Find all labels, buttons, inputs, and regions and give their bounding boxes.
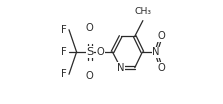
- Text: S: S: [86, 47, 93, 57]
- Text: N: N: [152, 47, 160, 57]
- Text: O: O: [86, 71, 94, 81]
- Text: O: O: [86, 23, 94, 33]
- Text: O: O: [157, 63, 165, 73]
- Text: F: F: [61, 25, 66, 35]
- Text: F: F: [61, 47, 66, 57]
- Text: F: F: [61, 69, 66, 79]
- Text: CH₃: CH₃: [134, 7, 151, 16]
- Text: N: N: [117, 63, 124, 73]
- Text: O: O: [157, 31, 165, 41]
- Text: O: O: [97, 47, 104, 57]
